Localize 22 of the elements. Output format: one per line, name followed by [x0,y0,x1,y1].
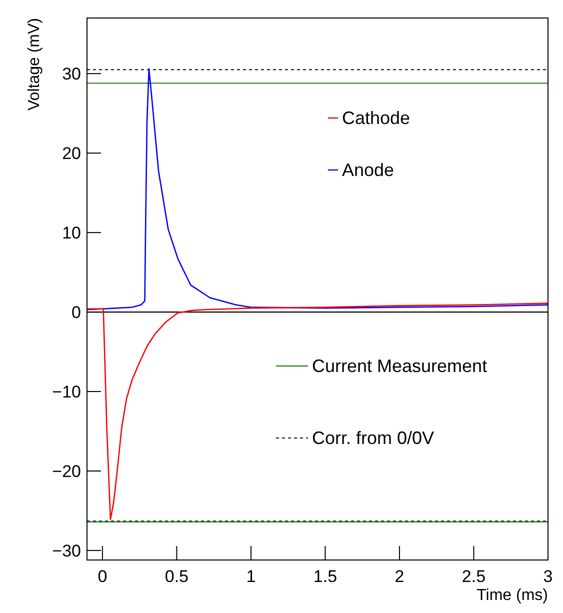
x-tick-label: 3 [543,567,553,586]
y-tick-label: 10 [62,224,81,243]
y-axis-title: Voltage (mV) [26,18,43,110]
x-tick-label: 1 [246,567,256,586]
x-tick-label: 1.5 [313,567,338,586]
x-tick-label: 2 [394,567,404,586]
y-tick-label: −10 [52,382,81,402]
legend-label: Anode [342,160,394,180]
x-tick-label: 0.5 [164,567,189,586]
y-tick-label: 20 [62,144,81,164]
y-tick-label: −30 [52,541,81,560]
x-tick-label: 2.5 [462,567,486,586]
x-axis-title: Time (ms) [476,587,548,604]
y-tick-label: 0 [72,303,81,322]
y-tick-label: 30 [62,64,81,84]
legend-label: Corr. from 0/0V [312,428,434,448]
x-tick-label: 0 [98,567,108,586]
legend-label: Cathode [342,108,410,128]
line-series [86,302,549,520]
legend-label: Current Measurement [312,356,488,376]
line-series [86,68,549,310]
y-tick-label: −20 [52,462,81,481]
